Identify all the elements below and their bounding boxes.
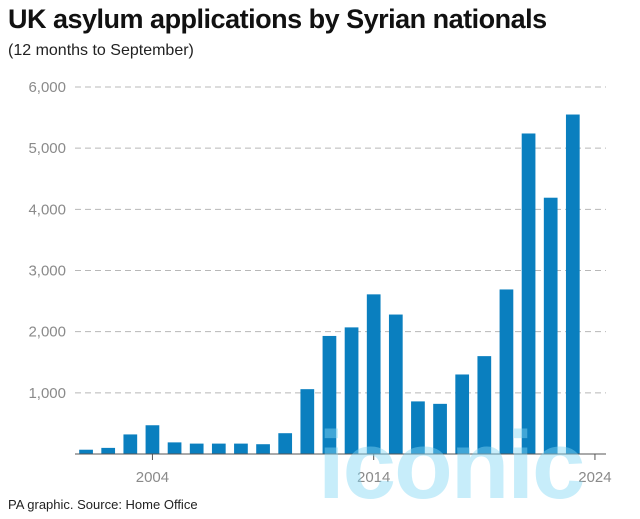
- y-tick-label: 2,000: [28, 324, 66, 341]
- bar: [123, 434, 138, 454]
- chart-subtitle: (12 months to September): [8, 42, 194, 59]
- x-tick-label: 2014: [357, 469, 390, 486]
- bar: [211, 443, 226, 454]
- bar: [388, 314, 403, 454]
- bar: [477, 356, 492, 454]
- bar: [455, 374, 470, 454]
- chart-title: UK asylum applications by Syrian nationa…: [8, 4, 547, 34]
- bar: [300, 389, 315, 454]
- bar: [278, 433, 293, 454]
- bar: [344, 327, 359, 454]
- y-tick-label: 1,000: [28, 385, 66, 402]
- bar: [499, 289, 514, 454]
- bar: [145, 425, 160, 454]
- x-tick-label: 2024: [578, 469, 611, 486]
- x-tick-label: 2004: [136, 469, 169, 486]
- bar: [256, 444, 270, 454]
- bar: [565, 114, 580, 455]
- bar: [234, 443, 248, 454]
- y-tick-label: 5,000: [28, 140, 66, 157]
- bar: [189, 443, 204, 454]
- bar: [411, 401, 425, 454]
- bar: [101, 447, 116, 454]
- watermark-logo: iconic: [318, 412, 585, 519]
- y-tick-label: 6,000: [28, 79, 66, 96]
- bar: [366, 294, 381, 454]
- bar: [433, 403, 447, 454]
- source-note: PA graphic. Source: Home Office: [8, 497, 198, 512]
- bar: [322, 335, 337, 454]
- bar: [543, 197, 558, 454]
- bar: [167, 442, 182, 454]
- bar: [79, 449, 93, 454]
- y-tick-label: 4,000: [28, 201, 66, 218]
- y-tick-label: 3,000: [28, 263, 66, 280]
- bar: [521, 133, 536, 454]
